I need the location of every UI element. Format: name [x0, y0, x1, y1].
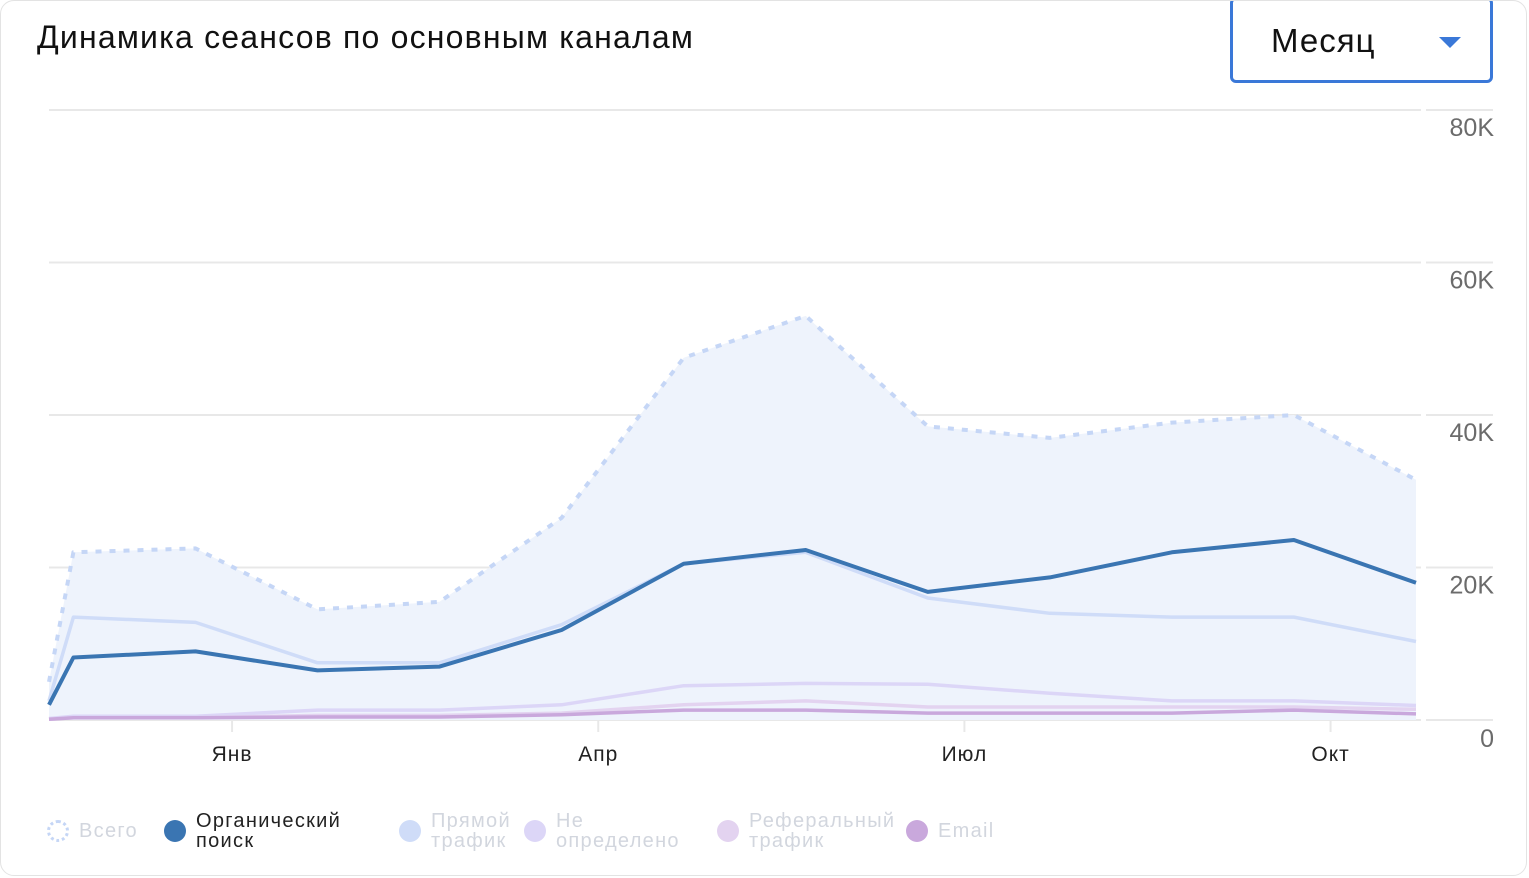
period-select[interactable]: Месяц [1230, 1, 1493, 83]
legend-item-referral[interactable]: Реферальный трафик [717, 801, 895, 861]
legend-swatch-undefined [524, 820, 546, 842]
y-tick-label: 20K [1450, 572, 1495, 600]
legend-item-organic[interactable]: Органический поиск [164, 801, 341, 861]
legend-item-email[interactable]: Email [906, 801, 995, 861]
legend-label-email: Email [938, 820, 995, 842]
legend-label-direct: Прямой трафик [431, 810, 511, 852]
legend-item-total[interactable]: Всего [47, 801, 138, 861]
legend-swatch-organic [164, 820, 186, 842]
x-tick-label: Окт [1311, 743, 1349, 766]
x-tick-label: Янв [212, 743, 253, 766]
y-tick-label: 60K [1450, 267, 1495, 295]
period-select-value: Месяц [1271, 22, 1376, 59]
x-tick-label: Июл [942, 743, 988, 766]
legend-swatch-direct [399, 820, 421, 842]
legend-swatch-referral [717, 820, 739, 842]
legend-item-direct[interactable]: Прямой трафик [399, 801, 511, 861]
legend-swatch-email [906, 820, 928, 842]
chart-legend: Всего Органический поиск Прямой трафик Н… [1, 801, 1101, 861]
y-tick-label: 0 [1480, 725, 1494, 753]
x-axis-ticks: Янв Апр Июл Окт [212, 720, 1349, 766]
y-tick-label: 80K [1450, 114, 1495, 142]
y-axis-ticks: 0 20K 40K 60K 80K [1450, 114, 1495, 753]
legend-label-total: Всего [79, 820, 138, 842]
series-line-organic [47, 538, 1417, 706]
chevron-down-icon [1439, 37, 1461, 48]
legend-label-undefined: Не определено [556, 810, 680, 852]
area-layer [49, 315, 1416, 720]
legend-swatch-total [47, 820, 69, 842]
legend-label-referral: Реферальный трафик [749, 810, 896, 852]
y-tick-label: 40K [1450, 419, 1495, 447]
series-line-total [47, 313, 1417, 683]
legend-item-undefined[interactable]: Не определено [524, 801, 680, 861]
series-area-total [49, 315, 1416, 720]
legend-label-organic: Органический поиск [196, 810, 342, 852]
x-tick-label: Апр [578, 743, 618, 766]
chart-title: Динамика сеансов по основным каналам [37, 19, 695, 55]
series-lines [47, 313, 1417, 721]
series-line-email [48, 708, 1417, 721]
